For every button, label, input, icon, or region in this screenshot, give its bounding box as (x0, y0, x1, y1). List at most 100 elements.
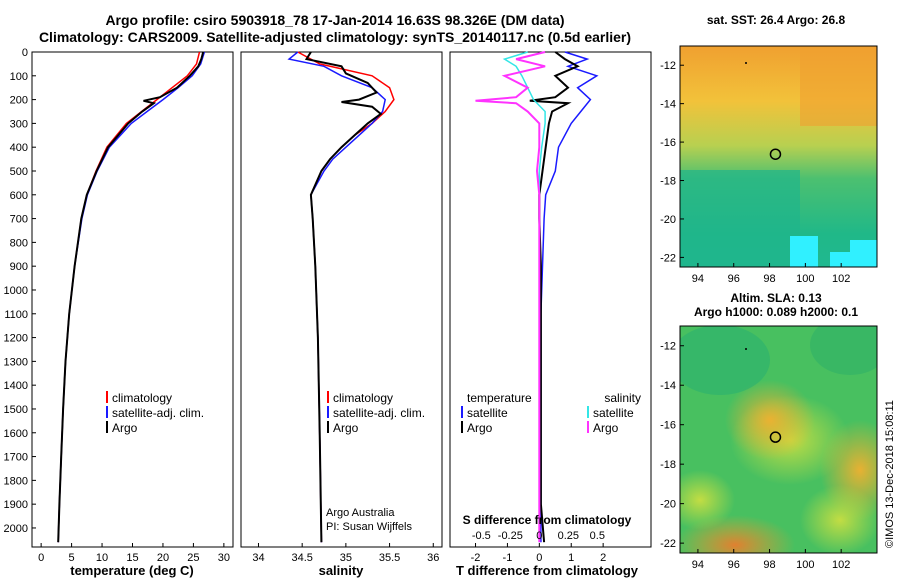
temperature-panel: 0100200300400500600700800900100011001200… (4, 47, 234, 578)
salinity-panel: 34 34.5 35 35.5 36 salinity climatology sate… (240, 51, 443, 578)
depth-tick-label: 900 (10, 261, 28, 273)
s-tick-label: -0.25 (498, 530, 523, 542)
lat-tick-label: -20 (660, 499, 676, 511)
depth-tick-label: 1600 (4, 428, 28, 440)
temperature-xlabel: temperature (deg C) (70, 563, 194, 578)
depth-tick-label: 1700 (4, 452, 28, 464)
depth-axis: 0 100 200 300 400 500 600 700 800 900 1000 1100 1200… (4, 47, 36, 535)
legend-s-satellite-label: satellite (593, 406, 634, 420)
lat-tick-label: -16 (660, 137, 676, 149)
x-tick-label: 20 (157, 552, 169, 564)
salinity-axes-frame (240, 51, 443, 548)
s-tick-label: 0.25 (558, 530, 579, 542)
depth-tick-label: 1500 (4, 404, 28, 416)
depth-tick-label: 0 (22, 47, 28, 59)
depth-tick-label: 500 (10, 166, 28, 178)
difference-series (475, 51, 599, 543)
t-difference-xlabel: T difference from climatology (456, 563, 639, 578)
lat-tick-label: -16 (660, 420, 676, 432)
salinity-series (287, 51, 395, 543)
x-tick-label: 35 (340, 552, 352, 564)
lon-tick-label: 98 (763, 273, 775, 285)
sst-map-ticks: 94 96 98 100 102 -12 -14 -16 -18 -20 -22 (660, 60, 850, 285)
lon-tick-label: 94 (692, 273, 704, 285)
sla-map-image (680, 326, 877, 553)
x-tick-label: 34 (252, 552, 264, 564)
difference-panel: -2 -1 0 1 2 S difference from climatology -0… (449, 51, 652, 578)
temperature-axes-frame (31, 51, 234, 548)
depth-tick-label: 1300 (4, 356, 28, 368)
sla-map-subtitle: Argo h1000: 0.089 h2000: 0.1 (694, 305, 858, 319)
lon-tick-label: 102 (832, 559, 850, 571)
lon-tick-label: 94 (692, 559, 704, 571)
argo-australia-note: Argo Australia (326, 507, 395, 519)
salinity-legend: climatology satellite-adj. clim. Argo (327, 391, 425, 435)
profile-title: Argo profile: csiro 5903918_78 17-Jan-20… (105, 12, 565, 28)
x-tick-label: 35.5 (379, 552, 400, 564)
s-tick-label: -0.5 (472, 530, 491, 542)
s-difference-ticks: -0.5 -0.25 0 0.25 0.5 (472, 530, 605, 542)
salinity-xlabel: salinity (319, 563, 365, 578)
lat-tick-label: -18 (660, 176, 676, 188)
depth-tick-label: 400 (10, 142, 28, 154)
lat-tick-label: -12 (660, 341, 676, 353)
legend-salinity-title: salinity (604, 391, 641, 405)
lon-tick-label: 102 (832, 273, 850, 285)
s-tick-label: 0.5 (590, 530, 605, 542)
difference-legend: temperature satellite Argo salinity sate… (461, 391, 641, 435)
depth-tick-label: 1200 (4, 333, 28, 345)
sst-map-frame (679, 45, 878, 268)
lat-tick-label: -20 (660, 214, 676, 226)
island-marker (745, 62, 747, 64)
island-marker (745, 348, 747, 350)
sst-map-title: sat. SST: 26.4 Argo: 26.8 (707, 13, 846, 27)
lon-tick-label: 100 (796, 559, 814, 571)
depth-tick-label: 300 (10, 118, 28, 130)
lat-tick-label: -12 (660, 60, 676, 72)
legend-climatology-label: climatology (333, 391, 393, 405)
lon-tick-label: 96 (728, 273, 740, 285)
depth-tick-label: 600 (10, 190, 28, 202)
argo-float-marker (769, 148, 782, 160)
lat-tick-label: -14 (660, 380, 676, 392)
x-tick-label: -1 (503, 552, 513, 564)
x-tick-label: 25 (187, 552, 199, 564)
depth-tick-label: 200 (10, 95, 28, 107)
x-tick-label: 0 (536, 552, 542, 564)
legend-t-argo-label: Argo (467, 421, 493, 435)
s-difference-title: S difference from climatology (463, 513, 632, 527)
x-tick-label: 2 (600, 552, 606, 564)
sla-map-ticks: 94 96 98 100 102 -12 -14 -16 -18 -20 -22 (660, 341, 850, 571)
legend-s-argo-label: Argo (593, 421, 619, 435)
lon-tick-label: 100 (796, 273, 814, 285)
lat-tick-label: -14 (660, 99, 676, 111)
lon-tick-label: 96 (728, 559, 740, 571)
depth-tick-label: 2000 (4, 523, 28, 535)
legend-temperature-title: temperature (467, 391, 532, 405)
x-tick-label: 10 (96, 552, 108, 564)
temperature-series (57, 51, 206, 543)
sla-map-panel: Altim. SLA: 0.13 Argo h1000: 0.089 h2000… (660, 291, 878, 571)
depth-tick-label: 1900 (4, 499, 28, 511)
series-line-temperature-argo (529, 51, 580, 543)
climatology-title: Climatology: CARS2009. Satellite-adjuste… (38, 29, 632, 45)
depth-tick-label: 1000 (4, 285, 28, 297)
legend-satellite-label: satellite-adj. clim. (112, 406, 204, 420)
x-tick-label: 1 (568, 552, 574, 564)
depth-tick-label: 1100 (4, 309, 28, 321)
sla-map-title: Altim. SLA: 0.13 (730, 291, 822, 305)
depth-tick-label: 1400 (4, 380, 28, 392)
series-line-salinity-argo (475, 51, 546, 543)
legend-t-satellite-label: satellite (467, 406, 508, 420)
lat-tick-label: -18 (660, 459, 676, 471)
legend-argo-label: Argo (112, 421, 138, 435)
legend-climatology-label: climatology (112, 391, 172, 405)
sst-map-image (680, 46, 877, 267)
sla-map-frame (679, 325, 878, 554)
salinity-x-ticks: 34 34.5 35 35.5 36 (252, 543, 439, 564)
temperature-legend: climatology satellite-adj. clim. Argo (106, 391, 204, 435)
argo-float-marker (769, 431, 782, 443)
imos-timestamp: ©IMOS 13-Dec-2018 15:08:11 (884, 400, 896, 548)
pi-note: PI: Susan Wijffels (326, 521, 412, 533)
